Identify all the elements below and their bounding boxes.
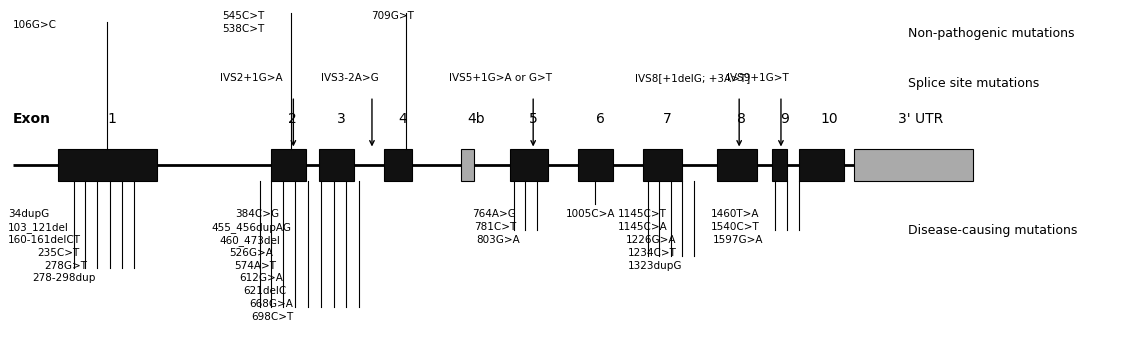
Text: 160-161delCT: 160-161delCT [8, 235, 81, 245]
Bar [510, 149, 549, 181]
Text: 9: 9 [780, 112, 789, 126]
Text: Disease-causing mutations: Disease-causing mutations [908, 224, 1078, 237]
Text: 278G>T: 278G>T [44, 261, 88, 271]
Bar [717, 149, 757, 181]
Bar [461, 149, 475, 181]
Text: 106G>C: 106G>C [13, 20, 57, 30]
Text: 1460T>A: 1460T>A [711, 209, 760, 219]
Text: 1: 1 [107, 112, 116, 126]
Text: 698C>T: 698C>T [251, 312, 294, 322]
Text: IVS3-2A>G: IVS3-2A>G [321, 73, 379, 83]
Text: IVS5+1G>A or G>T: IVS5+1G>A or G>T [448, 73, 552, 83]
Bar [578, 149, 612, 181]
Text: 4b: 4b [468, 112, 485, 126]
Text: 1234C>T: 1234C>T [628, 248, 677, 258]
Text: 1145C>A: 1145C>A [618, 222, 668, 232]
Text: 526G>A: 526G>A [230, 248, 273, 258]
Text: Non-pathogenic mutations: Non-pathogenic mutations [908, 27, 1074, 40]
Text: 621delC: 621delC [244, 286, 287, 296]
Text: 1005C>A: 1005C>A [566, 209, 616, 219]
Text: 2: 2 [288, 112, 297, 126]
Text: 1597G>A: 1597G>A [714, 235, 764, 245]
Text: 574A>T: 574A>T [234, 261, 277, 271]
Text: 803G>A: 803G>A [477, 235, 520, 245]
Text: 8: 8 [737, 112, 747, 126]
Text: IVS9+1G>T: IVS9+1G>T [727, 73, 789, 83]
Text: 781C>T: 781C>T [475, 222, 517, 232]
Text: 3' UTR: 3' UTR [898, 112, 943, 126]
Text: 545C>T: 545C>T [222, 11, 264, 21]
Text: 3: 3 [337, 112, 346, 126]
Bar [643, 149, 683, 181]
Text: 764A>G: 764A>G [472, 209, 517, 219]
Text: 460_473del: 460_473del [220, 235, 281, 246]
Text: 7: 7 [662, 112, 671, 126]
Text: 10: 10 [820, 112, 839, 126]
Text: 709G>T: 709G>T [371, 11, 414, 21]
Bar [799, 149, 843, 181]
Bar [320, 149, 354, 181]
Text: IVS8[+1delG; +3A>T]: IVS8[+1delG; +3A>T] [635, 73, 750, 83]
Text: 1540C>T: 1540C>T [711, 222, 760, 232]
Text: 384C>G: 384C>G [236, 209, 280, 219]
Text: 668G>A: 668G>A [249, 299, 294, 309]
Bar [772, 149, 787, 181]
Text: IVS2+1G>A: IVS2+1G>A [220, 73, 282, 83]
Bar [854, 149, 973, 181]
Text: 34dupG: 34dupG [8, 209, 49, 219]
Text: 235C>T: 235C>T [38, 248, 80, 258]
Text: Splice site mutations: Splice site mutations [908, 76, 1040, 90]
Bar [384, 149, 412, 181]
Text: 455_456dupAG: 455_456dupAG [212, 222, 291, 233]
Text: 4: 4 [398, 112, 406, 126]
Bar [272, 149, 306, 181]
Text: 1226G>A: 1226G>A [626, 235, 676, 245]
Text: 278-298dup: 278-298dup [33, 273, 96, 283]
Text: 5: 5 [529, 112, 538, 126]
Bar [58, 149, 157, 181]
Text: 538C>T: 538C>T [222, 25, 264, 34]
Text: 103_121del: 103_121del [8, 222, 68, 233]
Text: 1145C>T: 1145C>T [618, 209, 667, 219]
Text: Exon: Exon [13, 112, 51, 126]
Text: 612G>A: 612G>A [240, 273, 283, 283]
Text: 1323dupG: 1323dupG [628, 261, 682, 271]
Text: 6: 6 [596, 112, 604, 126]
